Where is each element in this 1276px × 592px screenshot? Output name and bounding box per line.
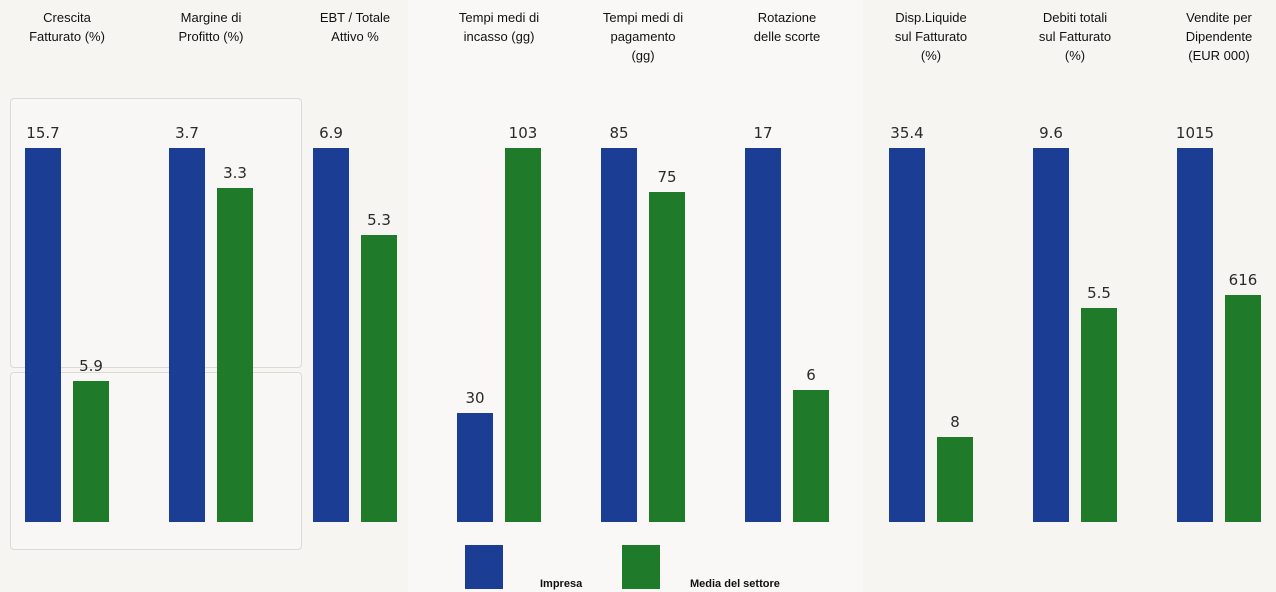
bar-value-label: 3.7 [175,124,199,142]
legend-swatch-media-settore [622,545,660,589]
bar-value-label: 5.3 [367,211,391,229]
bar-impresa [457,413,493,522]
bar-impresa [313,148,349,522]
bar-impresa [889,148,925,522]
bar-value-label: 5.5 [1087,284,1111,302]
legend-label: Media del settore [690,578,780,590]
bar-value-label: 85 [609,124,629,142]
bar-media-settore [1081,308,1117,522]
panel-title: Margine di Profitto (%) [178,10,244,44]
bar-value-label: 17 [753,124,773,142]
bar-value-label: 1015 [1175,124,1215,142]
bar-value-label: 9.6 [1039,124,1063,142]
bar-impresa [745,148,781,522]
bar-impresa [1033,148,1069,522]
bar-value-label: 6 [806,366,816,384]
bar-value-label: 8 [950,413,960,431]
bar-media-settore [361,235,397,522]
bar-value-label: 30 [465,389,485,407]
bar-media-settore [505,148,541,522]
bar-value-label: 5.9 [79,357,103,375]
panel-title: Rotazione delle scorte [753,10,821,44]
bar-value-label: 15.7 [26,124,60,142]
bar-media-settore [793,390,829,522]
panel-title: EBT / Totale Attivo % [319,10,391,44]
bar-media-settore [937,437,973,522]
bar-value-label: 103 [508,124,538,142]
bar-impresa [25,148,61,522]
panel-title: Vendite per Dipendente (EUR 000) [1185,10,1253,63]
legend-swatch-impresa [465,545,503,589]
panel-title: Tempi medi di pagamento (gg) [602,10,684,63]
bar-media-settore [649,192,685,522]
bar-media-settore [217,188,253,522]
legend-label: Impresa [540,578,583,590]
panel-title: Debiti totali sul Fatturato (%) [1038,10,1112,63]
bar-value-label: 75 [657,168,677,186]
bar-value-label: 35.4 [890,124,924,142]
bar-impresa [601,148,637,522]
panel-title: Crescita Fatturato (%) [29,10,105,44]
panel-title: Tempi medi di incasso (gg) [458,10,540,44]
bar-media-settore [73,381,109,522]
bar-value-label: 6.9 [319,124,343,142]
bar-impresa [169,148,205,522]
bar-value-label: 616 [1228,271,1258,289]
bar-impresa [1177,148,1213,522]
bar-media-settore [1225,295,1261,522]
bar-value-label: 3.3 [223,164,247,182]
panel-title: Disp.Liquide sul Fatturato (%) [894,10,968,63]
